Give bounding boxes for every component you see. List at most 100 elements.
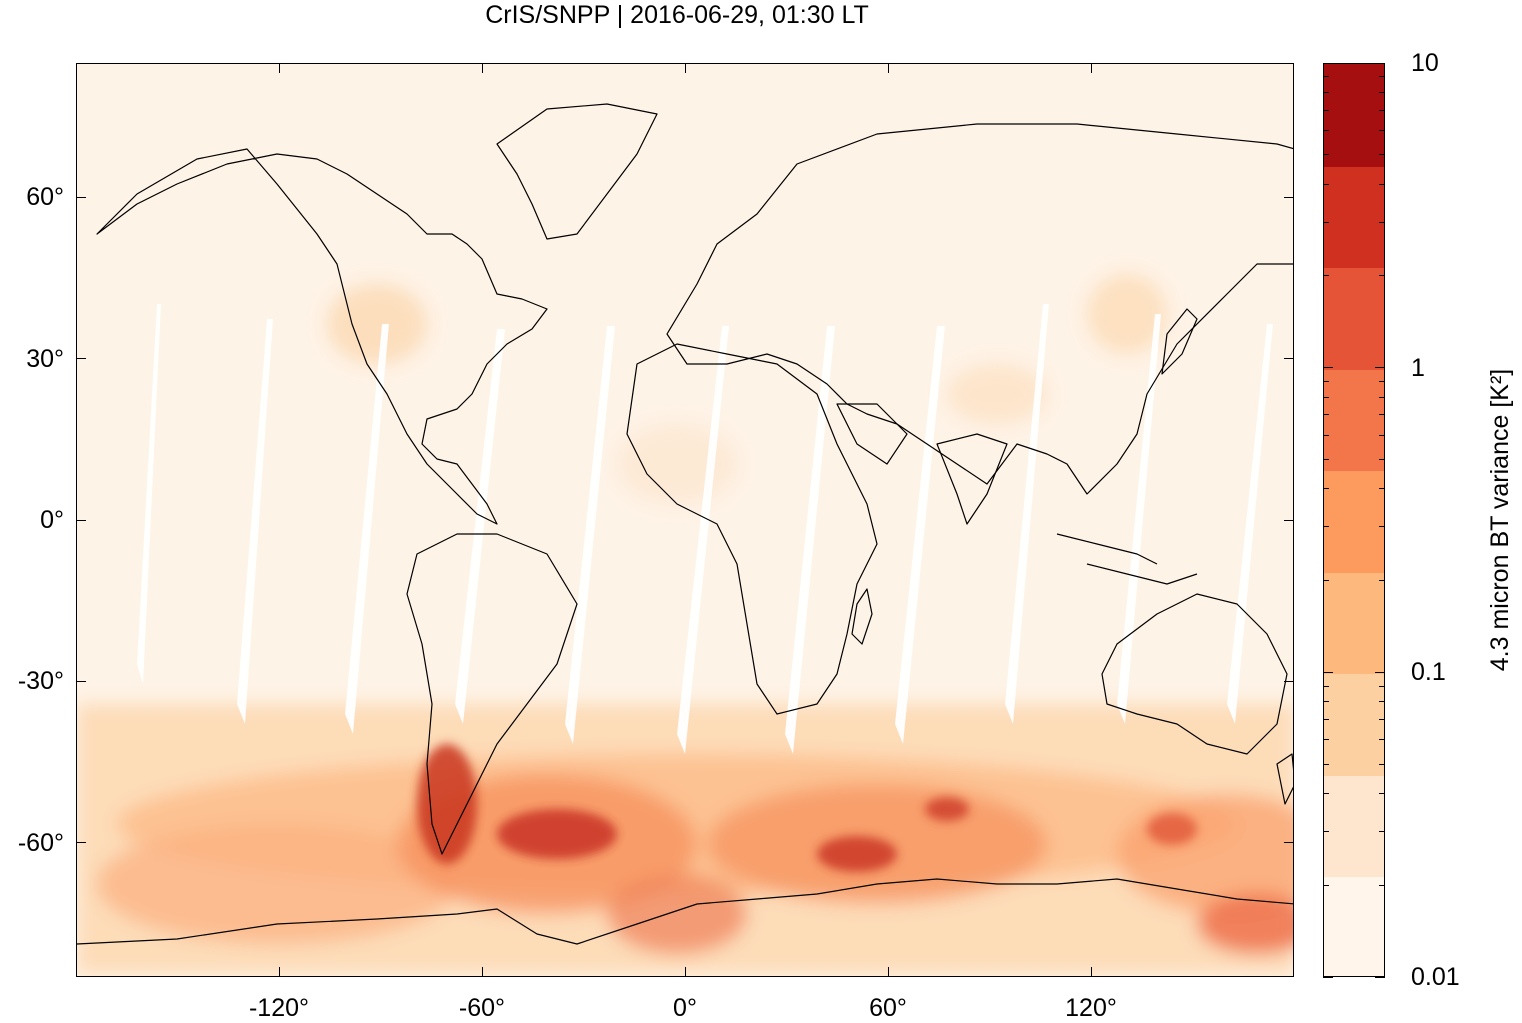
colorbar-minor-tick [1379,458,1385,460]
colorbar-label: 4.3 micron BT variance [K²] [1486,368,1514,672]
colorbar-minor-tick [1323,275,1329,277]
colorbar-minor-tick [1323,793,1329,795]
colorbar-band [1324,673,1384,776]
colorbar-minor-tick [1323,580,1329,582]
colorbar-major-tick [1375,976,1385,978]
colorbar-minor-tick [1323,763,1329,765]
coastlines [77,103,1293,945]
colorbar-minor-tick [1379,685,1385,687]
x-tick-label: 60° [869,994,907,1022]
colorbar-minor-tick [1379,434,1385,436]
colorbar-minor-tick [1379,109,1385,111]
x-tick-label: 0° [673,994,697,1022]
y-tick-label: 30° [26,344,64,373]
x-tick-mark [684,967,686,977]
colorbar-major-tick [1375,367,1385,369]
y-tick-mark [1284,680,1294,682]
colorbar-tick-label: 0.1 [1411,658,1446,687]
colorbar-band [1324,774,1384,878]
colorbar-band [1324,267,1384,370]
colorbar-minor-tick [1379,701,1385,703]
colorbar-minor-tick [1379,381,1385,383]
colorbar-minor-tick [1379,130,1385,132]
map-panel[interactable] [76,63,1294,977]
colorbar-minor-tick [1323,884,1329,886]
y-tick-mark [76,358,86,360]
y-tick-mark [76,680,86,682]
colorbar-minor-tick [1323,685,1329,687]
colorbar-minor-tick [1379,739,1385,741]
colorbar-tick-label: 1 [1411,353,1425,382]
colorbar-minor-tick [1323,109,1329,111]
colorbar-major-tick [1323,671,1333,673]
colorbar-minor-tick [1323,154,1329,156]
x-tick-mark [481,967,483,977]
colorbar-minor-tick [1379,488,1385,490]
y-tick-mark [76,519,86,521]
colorbar-minor-tick [1379,154,1385,156]
y-tick-label: 0° [40,506,64,534]
y-tick-mark [1284,196,1294,198]
colorbar-band [1324,368,1384,472]
colorbar-band [1324,470,1384,573]
x-tick-label: -120° [248,994,310,1022]
x-tick-mark [684,63,686,73]
colorbar-minor-tick [1379,884,1385,886]
plot-title: CrIS/SNPP | 2016-06-29, 01:30 LT [485,1,869,29]
colorbar-minor-tick [1323,183,1329,185]
x-tick-mark [1090,967,1092,977]
colorbar-minor-tick [1379,183,1385,185]
colorbar-minor-tick [1379,763,1385,765]
colorbar-minor-tick [1379,414,1385,416]
x-tick-mark [1090,63,1092,73]
x-tick-mark [278,63,280,73]
x-tick-label: 120° [1065,994,1117,1022]
y-tick-mark [1284,358,1294,360]
colorbar-tick-label: 0.01 [1411,963,1460,991]
colorbar-minor-tick [1323,396,1329,398]
colorbar-band [1324,165,1384,269]
y-tick-mark [1284,842,1294,844]
y-tick-label: -30° [17,667,64,696]
colorbar-band [1324,64,1384,167]
colorbar-major-tick [1323,367,1333,369]
y-tick-label: 60° [26,183,64,212]
x-tick-label: -60° [458,994,506,1022]
map-svg [77,103,1293,974]
colorbar-major-tick [1375,671,1385,673]
colorbar-minor-tick [1379,580,1385,582]
colorbar-minor-tick [1323,414,1329,416]
x-tick-mark [481,63,483,73]
colorbar-minor-tick [1379,396,1385,398]
y-tick-mark [1284,519,1294,521]
x-tick-mark [887,967,889,977]
colorbar-minor-tick [1323,92,1329,94]
colorbar-minor-tick [1379,76,1385,78]
colorbar-minor-tick [1323,831,1329,833]
colorbar-band [1324,876,1384,976]
variance-field [77,274,1293,974]
colorbar-band [1324,571,1384,675]
colorbar-tick-label: 10 [1411,49,1439,77]
colorbar-minor-tick [1323,719,1329,721]
colorbar-major-tick [1323,976,1333,978]
colorbar-minor-tick [1379,831,1385,833]
colorbar-minor-tick [1323,488,1329,490]
colorbar-minor-tick [1379,793,1385,795]
colorbar-minor-tick [1323,434,1329,436]
colorbar-minor-tick [1379,719,1385,721]
y-tick-mark [76,842,86,844]
colorbar [1323,63,1385,977]
colorbar-minor-tick [1323,526,1329,528]
colorbar-minor-tick [1323,701,1329,703]
y-tick-label: -60° [17,828,64,857]
data-gaps [137,304,1273,754]
colorbar-minor-tick [1379,526,1385,528]
colorbar-minor-tick [1379,275,1385,277]
y-tick-mark [76,196,86,198]
colorbar-minor-tick [1323,130,1329,132]
colorbar-minor-tick [1323,76,1329,78]
x-tick-mark [278,967,280,977]
x-tick-mark [887,63,889,73]
colorbar-minor-tick [1379,221,1385,223]
